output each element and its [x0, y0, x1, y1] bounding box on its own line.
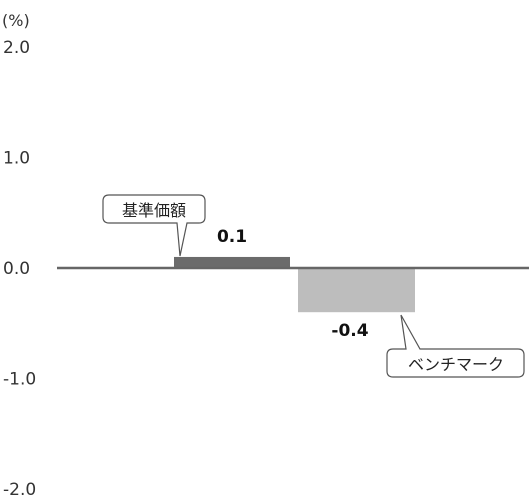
bar-fund	[174, 256, 290, 268]
callout-benchmark-bubble	[386, 314, 525, 378]
y-tick-label: 0.0	[3, 259, 30, 279]
data-label-benchmark: -0.4	[331, 321, 368, 341]
category-label-fund: 基準価額	[122, 201, 186, 220]
category-label-benchmark: ベンチマーク	[408, 355, 504, 374]
bar-benchmark	[298, 268, 415, 313]
y-tick-label: 1.0	[3, 149, 30, 169]
y-tick-label: -2.0	[3, 480, 36, 495]
y-axis-ticks: 2.0 1.0 0.0 -1.0 -2.0	[3, 38, 36, 495]
bars	[174, 256, 415, 313]
y-tick-label: -1.0	[3, 370, 36, 390]
y-tick-label: 2.0	[3, 38, 30, 58]
y-unit-label: (%)	[2, 11, 30, 30]
data-labels: 0.1 -0.4	[217, 227, 369, 341]
data-label-fund: 0.1	[217, 227, 247, 247]
callout-fund-bubble	[102, 194, 206, 257]
